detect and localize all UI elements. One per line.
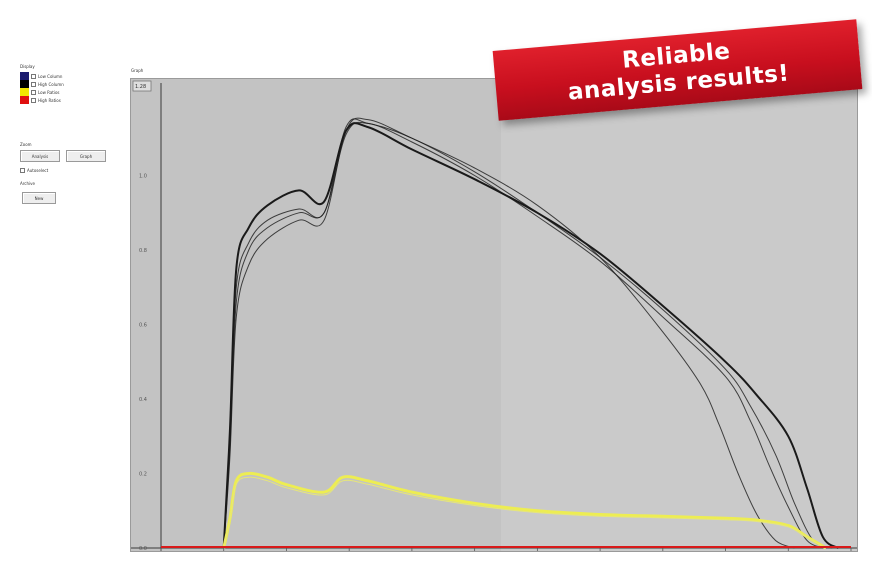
legend-label: High Column bbox=[38, 81, 64, 87]
curve-series-4 bbox=[223, 117, 795, 549]
autoselect-checkbox[interactable] bbox=[20, 168, 25, 173]
legend-item-high-column[interactable]: High Column bbox=[20, 80, 64, 88]
autoselect-label: Autoselect bbox=[27, 168, 49, 173]
plot-background-band bbox=[501, 79, 857, 551]
curve-series-3 bbox=[223, 121, 827, 549]
ratio-series-shadow bbox=[223, 476, 827, 549]
readout-value: 1.28 bbox=[135, 84, 146, 90]
control-panel: Display Low Column High Column Low Ratio… bbox=[14, 64, 118, 214]
legend-item-low-column[interactable]: Low Column bbox=[20, 72, 62, 80]
archive-label: Archive bbox=[20, 181, 35, 186]
graph-button[interactable]: Graph bbox=[66, 150, 106, 162]
y-tick-label: 0.8 bbox=[139, 248, 147, 254]
ratio-series bbox=[222, 471, 827, 550]
legend-label: Low Ratios bbox=[38, 89, 60, 95]
autoselect-option[interactable]: Autoselect bbox=[20, 168, 48, 173]
y-tick-label: 0.6 bbox=[139, 323, 147, 329]
legend-checkbox[interactable] bbox=[31, 89, 36, 95]
zoom-label: Zoom bbox=[20, 142, 32, 147]
display-label: Display bbox=[20, 64, 35, 69]
y-tick-label: 0.4 bbox=[139, 397, 147, 403]
y-tick-label: 1.0 bbox=[139, 174, 147, 180]
y-tick-label: 0.0 bbox=[139, 546, 147, 551]
legend-swatch bbox=[20, 96, 29, 104]
legend-swatch bbox=[20, 80, 29, 88]
legend-checkbox[interactable] bbox=[31, 81, 36, 87]
new-button[interactable]: New bbox=[22, 192, 56, 204]
legend-item-high-ratios[interactable]: High Ratios bbox=[20, 96, 61, 104]
chart-svg: 1.0 0.8 0.6 0.4 0.2 0.0 1.28 bbox=[131, 79, 857, 551]
legend-item-low-ratios[interactable]: Low Ratios bbox=[20, 88, 60, 96]
legend-checkbox[interactable] bbox=[31, 73, 36, 79]
graph-area: 1.0 0.8 0.6 0.4 0.2 0.0 1.28 bbox=[130, 78, 858, 552]
legend-swatch bbox=[20, 88, 29, 96]
y-tick-label: 0.2 bbox=[139, 472, 147, 478]
legend-checkbox[interactable] bbox=[31, 97, 36, 103]
legend-label: High Ratios bbox=[38, 97, 61, 103]
graph-title: Graph bbox=[131, 68, 144, 73]
curve-series-1 bbox=[222, 122, 840, 549]
analysis-button[interactable]: Analysis bbox=[20, 150, 60, 162]
readout-box bbox=[132, 80, 152, 92]
legend-swatch bbox=[20, 72, 29, 80]
legend-label: Low Column bbox=[38, 73, 63, 79]
